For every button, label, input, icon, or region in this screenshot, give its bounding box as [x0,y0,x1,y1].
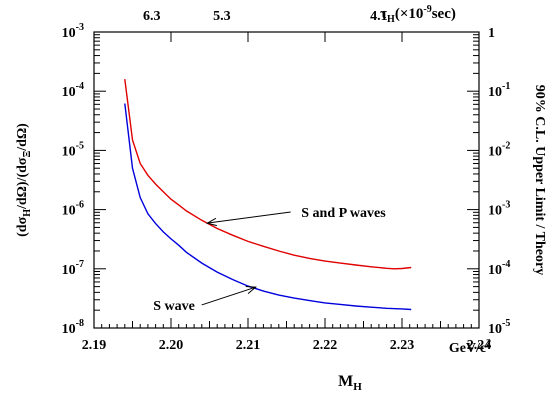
y-axis-label: (dσH/dΩ)/(dσΞ/dΩ) [15,123,33,237]
y-tick-label-exponent: -8 [76,318,84,329]
top-axis-label-exponent: -9 [423,4,431,15]
y2-tick-label-base: 10 [488,204,502,219]
x-axis-unit-main: GeV/c [449,341,486,356]
y2-tick-label-exponent: -4 [502,259,510,270]
top-axis-label-unit: sec) [432,6,456,22]
y-axis-label-part: /dΩ)/(dσ [15,157,30,210]
y2-tick-label-base: 10 [488,263,502,278]
y-tick-label: 10-6 [62,200,84,219]
y-tick-label-base: 10 [62,26,76,41]
y2-tick-label: 10-2 [488,140,510,159]
y2-tick-label-exponent: -1 [502,81,510,92]
annotation-arrow-0 [207,211,291,224]
y-axis-label-subscript: Ξ [22,150,33,157]
y2-tick-label: 1 [488,26,495,41]
y2-tick-label-exponent: -5 [502,318,510,329]
top-axis-label-subscript: H [387,14,395,25]
tick-marks [93,31,480,329]
y2-tick-label: 10-3 [488,200,510,219]
y-tick-label: 10-8 [62,318,84,337]
y-axis-label-subscript: H [22,209,33,217]
annotation-label-1: S wave [153,299,195,314]
y-tick-label-exponent: -6 [76,200,84,211]
y-tick-label: 10-4 [62,81,84,100]
x-axis-label: MH [338,373,362,393]
y2-tick-label-base: 10 [488,85,502,100]
series-line-1 [124,103,412,311]
y-tick-label-base: 10 [62,144,76,159]
y-tick-label-exponent: -7 [76,259,84,270]
x-axis-label-subscript: H [353,381,362,393]
series-lines [124,79,412,311]
y-tick-label-base: 10 [62,85,76,100]
y2-axis-label: 90% C.L. Upper Limit / Theory [532,85,547,275]
top-axis-label-text: (×10 [395,6,424,22]
y-tick-label: 10-5 [62,140,84,159]
y-axis-label-part: /dΩ) [15,123,30,152]
y-tick-label-base: 10 [62,322,76,337]
x-tick-label: 2.21 [236,338,261,353]
annotation-arrowhead-1 [245,286,257,294]
tick-labels: 2.19 2.20 2.21 2.22 2.23 2.2410-810-710-610-5… [62,9,511,353]
annotations: S and P waves S wave [153,206,386,314]
x-tick-label: 2.23 [390,338,415,353]
y2-tick-label-base: 1 [488,26,495,41]
top-tick-label: 6.3 [143,9,161,24]
y-axis-label-part: (dσ [15,216,30,236]
y2-tick-label-exponent: -2 [502,140,510,151]
y-tick-label-exponent: -5 [76,140,84,151]
annotation-arrow-1 [201,286,256,306]
top-axis-label-tau: τ [380,6,387,22]
y-tick-label: 10-3 [62,22,84,41]
x-axis-label-main: M [338,373,353,390]
annotation-arrowhead-0 [205,217,218,227]
annotation-label-0: S and P waves [301,206,386,221]
y2-tick-label-base: 10 [488,322,502,337]
x-tick-label: 2.24 [467,338,492,353]
y-tick-label-base: 10 [62,263,76,278]
x-tick-label: 2.19 [82,338,107,353]
y2-tick-label: 10-4 [488,259,510,278]
y-tick-label-exponent: -3 [76,22,84,33]
y-tick-label-base: 10 [62,204,76,219]
y-tick-label-exponent: -4 [76,81,84,92]
x-axis-unit-superscript: 2 [486,338,491,349]
x-axis-unit: GeV/c2 [449,338,491,356]
top-axis-label: τH(×10-9sec) [380,4,456,25]
top-tick-label: 4.1 [370,9,388,24]
y2-tick-label: 10-1 [488,81,510,100]
y2-tick-label-base: 10 [488,144,502,159]
y-tick-label: 10-7 [62,259,84,278]
y2-tick-label-exponent: -3 [502,200,510,211]
x-tick-label: 2.20 [159,338,184,353]
series-line-0 [124,79,412,270]
top-tick-label: 5.3 [213,9,231,24]
x-tick-label: 2.22 [313,338,338,353]
y2-tick-label: 10-5 [488,318,510,337]
